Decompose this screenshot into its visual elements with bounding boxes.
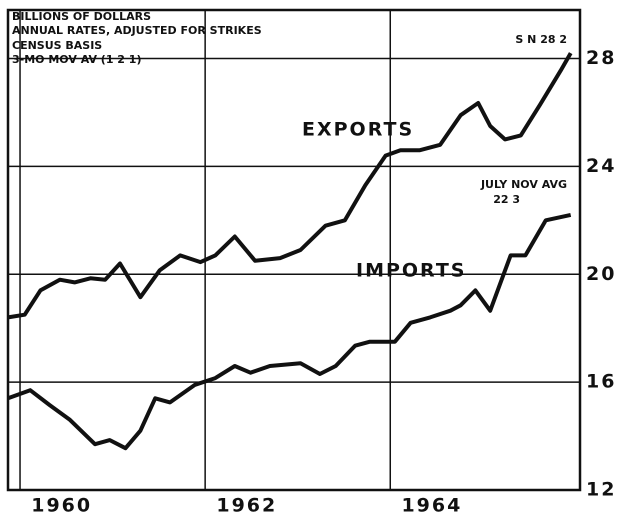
series-label: EXPORTS: [302, 119, 414, 141]
series-label: IMPORTS: [356, 260, 466, 282]
y-tick-label: 24: [586, 155, 616, 177]
annotation: BILLIONS OF DOLLARS: [12, 10, 151, 23]
series-line: [7, 212, 572, 451]
y-tick-label: 16: [586, 371, 616, 393]
x-tick-label: 1964: [401, 495, 462, 517]
y-tick-label: 12: [586, 479, 616, 501]
plot-frame: [6, 8, 582, 492]
y-tick-label: 20: [586, 263, 616, 285]
series-line: [7, 52, 573, 320]
annotation: CENSUS BASIS: [12, 39, 102, 52]
annotation: JULY NOV AVG: [480, 178, 567, 191]
annotation: 3-MO MOV AV (1 2 1): [12, 53, 141, 66]
x-tick-label: 1960: [31, 495, 92, 517]
annotation: 22 3: [493, 193, 520, 206]
y-tick-label: 28: [586, 47, 616, 69]
x-tick-label: 1962: [216, 495, 277, 517]
annotation: S N 28 2: [515, 33, 567, 46]
annotation: ANNUAL RATES, ADJUSTED FOR STRIKES: [12, 24, 262, 37]
